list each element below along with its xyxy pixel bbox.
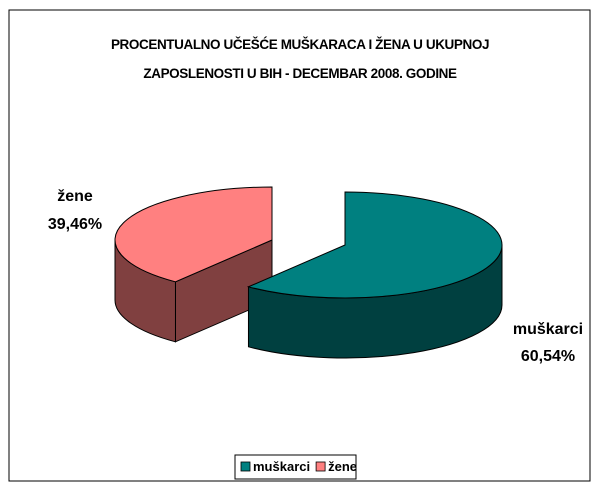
slice-label: muškarci	[513, 321, 583, 338]
chart-title: PROCENTUALNO UČEŠĆE MUŠKARACA I ŽENA U U…	[110, 37, 490, 81]
legend-swatch	[240, 461, 251, 472]
slice-label: žene	[57, 188, 93, 205]
slice-value-label: 39,46%	[48, 216, 102, 233]
legend-swatch	[315, 461, 326, 472]
chart-border	[8, 9, 591, 482]
legend-label: muškarci	[253, 459, 310, 474]
slice	[246, 191, 503, 299]
slice-value-label: 60,54%	[521, 348, 575, 365]
legend-box	[234, 454, 357, 480]
slice	[114, 186, 273, 283]
legend-label: žene	[328, 459, 357, 474]
